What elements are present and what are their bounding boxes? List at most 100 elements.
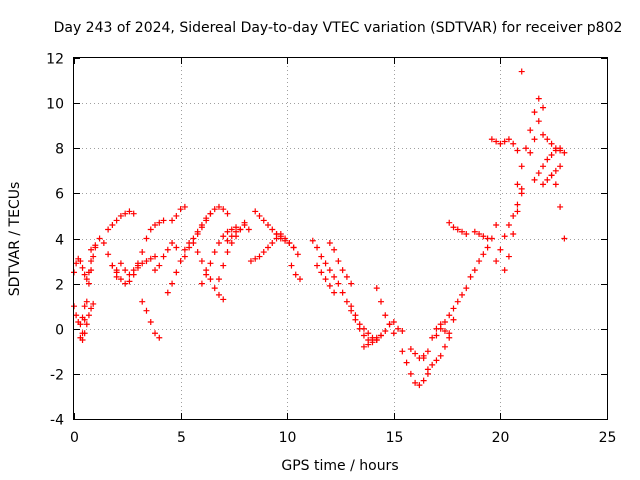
data-point [79,337,86,344]
data-point [501,267,508,274]
data-point [441,343,448,350]
data-point [480,233,487,240]
data-point [122,280,129,287]
data-point [117,260,124,267]
data-point [105,251,112,258]
data-point [369,337,376,344]
data-point [352,312,359,319]
data-point [450,305,457,312]
data-point [382,328,389,335]
data-point [407,346,414,353]
data-point [198,280,205,287]
data-point [378,298,385,305]
data-point [177,206,184,213]
data-point [228,226,235,233]
data-point [147,255,154,262]
data-point [109,262,116,269]
data-point [224,228,231,235]
data-point [360,332,367,339]
data-point [548,140,555,147]
data-point [548,172,555,179]
data-point [224,249,231,256]
data-point [335,280,342,287]
y-tick-label: 10 [46,97,64,113]
data-point [198,224,205,231]
data-point [88,258,95,265]
data-point [173,244,180,251]
data-point [181,246,188,253]
data-point [339,289,346,296]
data-point [117,276,124,283]
data-point [484,244,491,251]
data-point [540,163,547,170]
data-point [100,240,107,247]
data-point [437,352,444,359]
data-point [343,298,350,305]
data-point [309,237,316,244]
chart-title: Day 243 of 2024, Sidereal Day-to-day VTE… [54,20,623,36]
data-point [557,147,564,154]
data-point [296,276,303,283]
data-point [467,273,474,280]
data-point [73,312,80,319]
data-point [476,258,483,265]
data-point [561,235,568,242]
data-point [194,230,201,237]
data-point [143,258,150,265]
data-point [335,258,342,265]
data-point [454,226,461,233]
data-point [220,233,227,240]
data-point [207,210,214,217]
y-tick-label: 2 [55,278,64,294]
data-point [265,221,272,228]
data-point [544,136,551,143]
data-point [552,181,559,188]
data-point [446,330,453,337]
data-point [446,219,453,226]
data-point [535,95,542,102]
x-tick-label: 5 [177,430,186,446]
data-point [450,224,457,231]
x-tick-label: 0 [70,430,79,446]
plot-frame [73,57,608,420]
data-point [552,145,559,152]
data-point [81,330,88,337]
y-axis-label: SDTVAR / TECUs [7,182,23,297]
data-point [544,176,551,183]
data-point [429,361,436,368]
data-point [488,136,495,143]
data-point [459,291,466,298]
data-point [540,131,547,138]
data-point [322,260,329,267]
data-point [173,212,180,219]
data-point [256,212,263,219]
data-point [113,217,120,224]
data-point [497,140,504,147]
data-point [109,221,116,228]
x-tick-label: 20 [492,430,510,446]
y-tick-label: 0 [55,323,64,339]
data-point [152,221,159,228]
data-point [290,244,297,251]
data-point [390,330,397,337]
data-point [277,233,284,240]
data-point [83,276,90,283]
data-point [286,240,293,247]
data-point [510,212,517,219]
data-point [326,267,333,274]
data-point [215,291,222,298]
data-point [282,235,289,242]
data-point [412,379,419,386]
data-point [181,253,188,260]
data-point [557,163,564,170]
data-point [186,244,193,251]
data-point [514,201,521,208]
data-point [446,312,453,319]
data-point [360,343,367,350]
data-point [220,296,227,303]
data-point [130,210,137,217]
data-point [420,377,427,384]
data-point [85,280,92,287]
data-point [269,226,276,233]
